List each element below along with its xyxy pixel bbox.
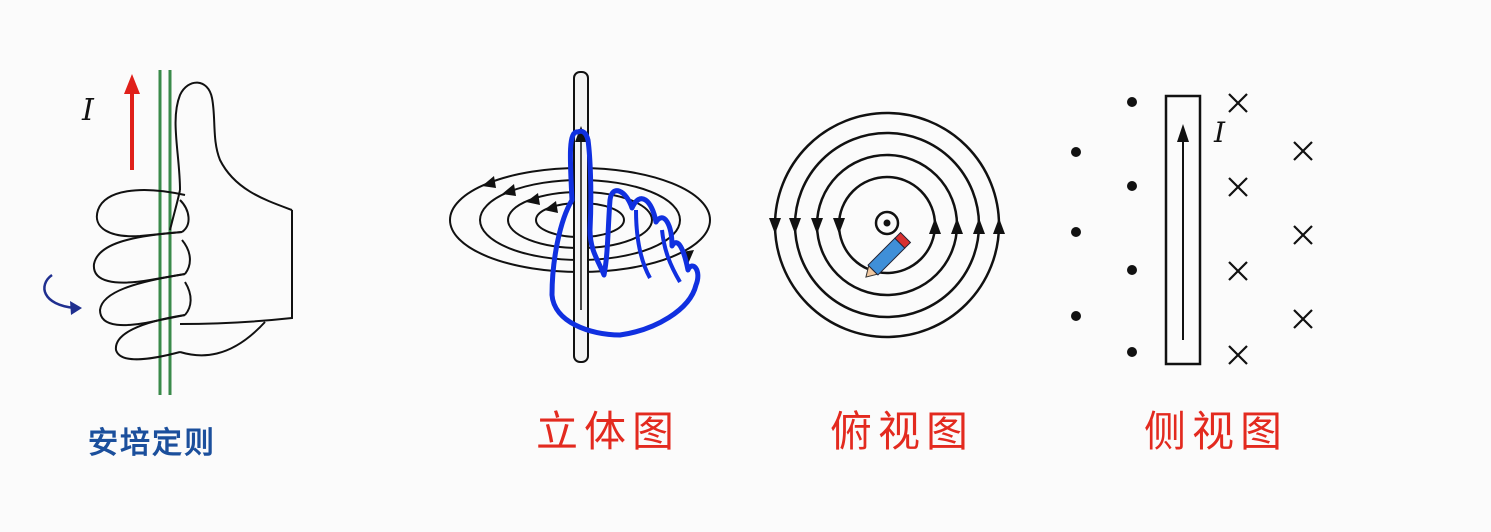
curl-arrow: [43, 273, 76, 310]
top-view-panel: 俯视图: [760, 100, 1020, 480]
perspective-field-diagram: [449, 71, 711, 363]
side-view-panel: I 侧视图: [1050, 80, 1340, 480]
right-hand-grip-icon: I: [43, 70, 293, 395]
hand-annotation: [549, 128, 701, 338]
caption-perspective-view: 立体图: [536, 407, 681, 456]
caption-ampere-rule: 安培定则: [88, 426, 216, 461]
perspective-view-panel: 立体图: [440, 60, 730, 480]
current-label: I: [81, 93, 95, 128]
current-label-side: I: [1213, 116, 1226, 149]
side-view-field-diagram: I: [1071, 93, 1313, 366]
cross-markers: [1228, 93, 1313, 365]
current-arrow-head: [124, 74, 140, 94]
caption-side-view: 侧视图: [1144, 407, 1289, 456]
top-view-field-diagram: [769, 111, 1005, 339]
ampere-rule-panel: I 安培定则: [30, 60, 310, 480]
curl-arrow-head: [70, 301, 82, 315]
caption-top-view: 俯视图: [830, 407, 975, 456]
current-out-icon: [874, 210, 900, 236]
pencil-cursor-icon: [865, 231, 912, 278]
